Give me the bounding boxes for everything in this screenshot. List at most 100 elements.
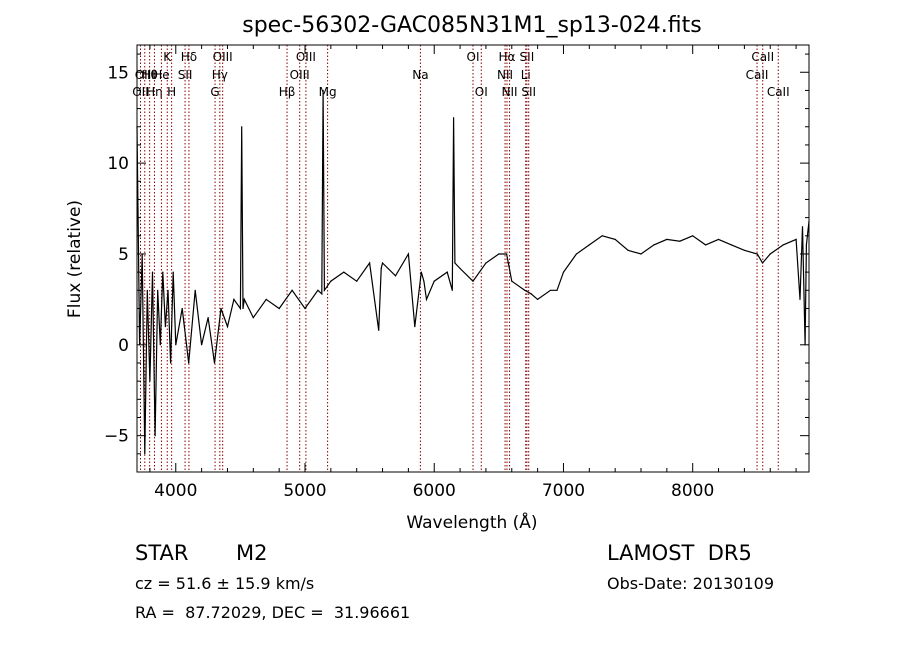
y-tick-label-0: −5 <box>104 427 129 447</box>
spectrum-point-12 <box>167 289 169 291</box>
marker-label-15: Mg <box>319 85 337 99</box>
spectrum-point-24 <box>233 298 235 300</box>
marker-label-8: SII <box>178 68 193 82</box>
marker-label-4: K <box>163 50 172 64</box>
x-tick-label-0: 4000 <box>154 481 197 501</box>
marker-label-25: CaII <box>751 50 774 64</box>
spectrum-point-4 <box>146 289 148 291</box>
spectrum-point-9 <box>159 344 161 346</box>
spectrum-point-71 <box>614 238 616 240</box>
spectrum-point-83 <box>761 262 764 264</box>
marker-label-23: Li <box>521 68 531 82</box>
marker-label-7: Hδ <box>181 50 197 64</box>
marker-label-0: Hθ <box>141 68 157 82</box>
marker-label-13: OIII <box>290 68 310 82</box>
spectrum-point-14 <box>172 271 174 273</box>
marker-label-9: OIII <box>213 50 233 64</box>
spectrum-point-79 <box>717 238 720 240</box>
marker-label-3: Hη <box>146 85 163 99</box>
spectrum-point-73 <box>640 253 642 255</box>
spectrum-point-88 <box>801 226 804 228</box>
spectrum-point-27 <box>242 307 244 310</box>
spectrum-point-52 <box>446 271 448 273</box>
spectrum-point-32 <box>291 289 293 291</box>
chart-title: spec-56302-GAC085N31M1_sp13-024.fits <box>242 13 702 38</box>
spectrum-point-86 <box>795 238 797 240</box>
object-type: STAR <box>135 541 189 565</box>
survey-label: LAMOST DR5 <box>607 541 752 565</box>
spectrum-point-36 <box>322 89 324 91</box>
spectrum-point-72 <box>627 249 629 251</box>
spectrum-point-76 <box>679 240 681 242</box>
spectrum-point-38 <box>330 280 332 282</box>
axes: 4000 5000 6000 7000 8000 −5 0 5 10 15 <box>104 45 809 501</box>
x-tick-label-3: 7000 <box>542 481 585 501</box>
marker-label-20: NII <box>497 68 513 82</box>
spectrum-point-53 <box>451 289 453 291</box>
spectrum-point-28 <box>243 298 245 300</box>
spectrum-point-23 <box>226 326 229 328</box>
spectrum-point-42 <box>378 329 380 331</box>
spectrum-point-10 <box>162 271 164 273</box>
spectrum-point-63 <box>530 293 532 295</box>
spectrum-point-40 <box>356 280 358 282</box>
marker-label-5: He <box>153 68 169 82</box>
spectrum-point-25 <box>239 307 241 310</box>
spectrum-point-61 <box>511 280 513 282</box>
obs-date: Obs-Date: 20130109 <box>607 574 775 593</box>
marker-label-22: SII <box>520 50 535 64</box>
spectrum-point-41 <box>369 262 371 264</box>
spectrum-point-16 <box>181 307 183 310</box>
spectrum-point-44 <box>381 262 384 264</box>
spectrum-point-19 <box>201 344 203 346</box>
marker-label-10: Hγ <box>212 68 228 82</box>
y-tick-label-1: 0 <box>118 336 129 356</box>
coordinates: RA = 87.72029, DEC = 31.96661 <box>135 603 411 622</box>
spectrum-point-74 <box>653 244 655 246</box>
spectrum-point-46 <box>407 253 409 255</box>
spectrum-point-77 <box>692 235 694 237</box>
spectrum-point-31 <box>278 307 280 310</box>
marker-label-18: OI <box>475 85 488 99</box>
x-axis-label: Wavelength (Å) <box>406 511 537 533</box>
spectrum-point-26 <box>241 126 243 128</box>
marker-label-2: OIII <box>135 68 155 82</box>
y-tick-label-4: 15 <box>107 63 129 83</box>
spectrum-point-37 <box>323 289 325 291</box>
spectrum-point-62 <box>524 289 526 291</box>
y-axis-label: Flux (relative) <box>65 200 85 318</box>
spectrum-point-84 <box>769 253 771 255</box>
marker-label-24: SII <box>521 85 536 99</box>
spectrum-point-65 <box>549 289 552 291</box>
spectrum-point-48 <box>420 271 422 273</box>
marker-label-17: OI <box>467 50 480 64</box>
spectrum-point-80 <box>730 244 733 246</box>
spectrum-point-58 <box>485 262 487 264</box>
spectrum-point-7 <box>154 435 156 437</box>
x-tick-label-2: 6000 <box>413 481 456 501</box>
spectrum-point-43 <box>380 267 382 270</box>
spectrum-point-82 <box>756 253 758 255</box>
marker-label-16: Na <box>412 68 428 82</box>
y-tick-label-3: 10 <box>107 154 129 174</box>
spectrum-line-0 <box>136 90 810 454</box>
spectrum-point-54 <box>453 117 455 119</box>
spectrum-point-55 <box>454 262 456 264</box>
spectrum-point-90 <box>805 244 808 246</box>
spectrum-point-6 <box>151 271 154 273</box>
spectrum-point-49 <box>423 280 425 282</box>
marker-label-21: NII <box>502 85 518 99</box>
spectrum-point-70 <box>601 235 603 237</box>
marker-label-19: Hα <box>499 50 516 64</box>
marker-label-27: CaII <box>767 85 790 99</box>
spectrum-point-22 <box>220 307 222 310</box>
plot-frame <box>136 44 810 473</box>
spectrum-point-85 <box>782 244 784 246</box>
spectrum-point-78 <box>705 244 707 246</box>
spectrum-point-50 <box>425 298 428 300</box>
spectrum-point-39 <box>343 271 345 273</box>
spectrum-point-68 <box>575 253 578 255</box>
spectrum-point-20 <box>207 317 209 319</box>
spectrum-point-33 <box>304 307 306 310</box>
